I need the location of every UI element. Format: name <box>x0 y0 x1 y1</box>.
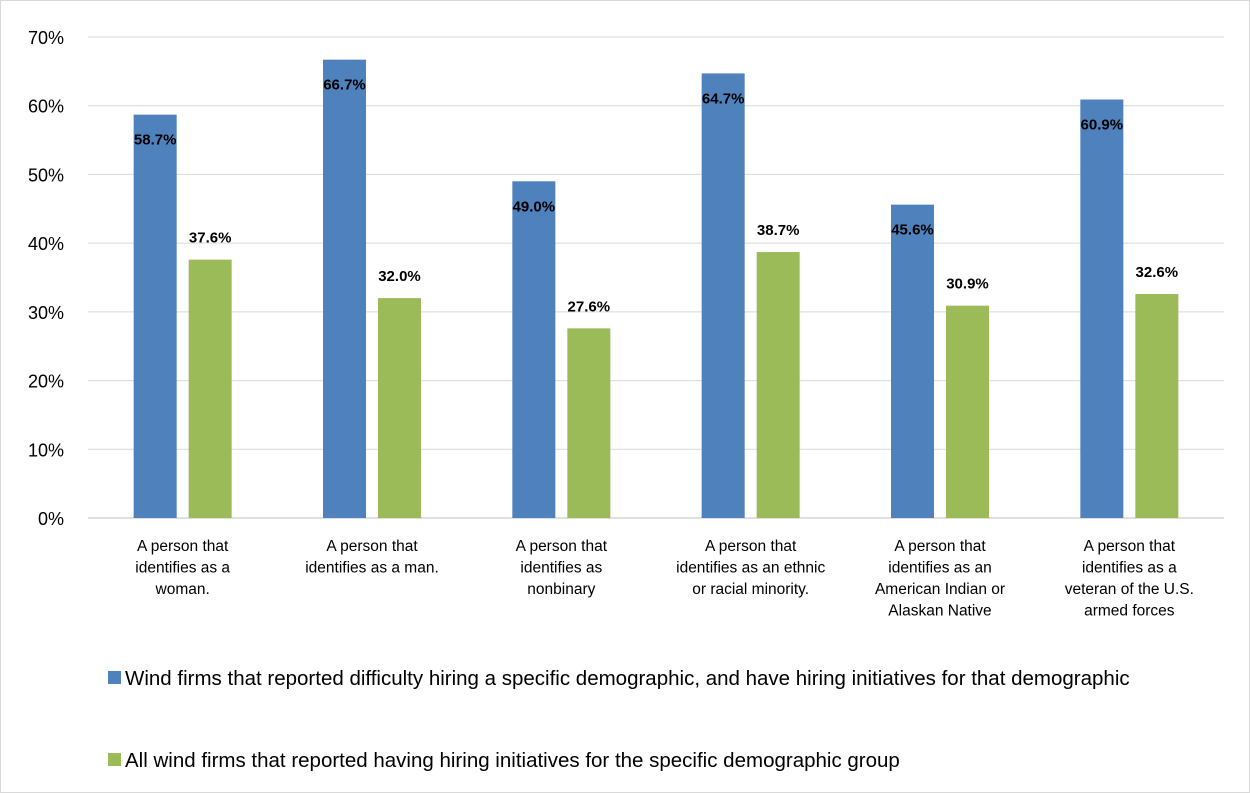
y-tick-label: 30% <box>28 303 64 323</box>
data-label-series-1: 64.7% <box>702 90 745 107</box>
data-label-series-2: 32.0% <box>378 268 421 285</box>
data-label-series-1: 60.9% <box>1081 117 1124 134</box>
legend-swatch-2 <box>108 753 121 766</box>
bar-series-2 <box>378 298 421 518</box>
data-label-series-1: 49.0% <box>513 198 556 215</box>
y-tick-label: 10% <box>28 440 64 460</box>
bar-series-1 <box>1080 99 1124 518</box>
category-labels: A person that identifies as a woman.A pers… <box>135 538 1194 620</box>
bar-series-1 <box>701 73 745 518</box>
category-label: A person that identifies as a woman. <box>135 538 230 598</box>
legend-swatch-1 <box>108 671 121 684</box>
bar-series-2 <box>1135 293 1179 518</box>
category-label: A person that identifies as an ethnic or r… <box>676 538 825 598</box>
data-label-series-2: 27.6% <box>568 298 611 315</box>
y-tick-label: 20% <box>28 372 64 392</box>
category-label-line: A person that <box>705 538 797 555</box>
y-tick-label: 70% <box>28 28 64 48</box>
category-label-line: A person that <box>326 538 418 555</box>
category-label-line: A person that <box>516 538 608 555</box>
category-label-line: A person that <box>894 538 986 555</box>
category-label-line: or racial minority. <box>692 581 809 598</box>
bar-chart: 0% 10% 20% 30% 40% 50% 60% 70% 58.7% 37.6% 66.7% 3… <box>28 28 1224 620</box>
category-label: A person that identifies as a veteran of t… <box>1065 538 1194 620</box>
category-label-line: nonbinary <box>527 581 595 598</box>
y-tick-label: 40% <box>28 234 64 254</box>
data-label-series-2: 32.6% <box>1136 264 1179 281</box>
data-label-series-1: 66.7% <box>323 77 366 94</box>
y-axis-ticks: 0% 10% 20% 30% 40% 50% 60% 70% <box>28 28 64 529</box>
category-label-line: armed forces <box>1084 603 1175 620</box>
category-label-line: identifies as a <box>1082 560 1177 577</box>
category-label-line: veteran of the U.S. <box>1065 581 1194 598</box>
legend-label-2: All wind firms that reported having hiri… <box>125 749 900 772</box>
y-tick-label: 60% <box>28 97 64 117</box>
category-label-line: woman. <box>155 581 210 598</box>
category-label-line: identifies as <box>520 560 602 577</box>
legend-entry-2: All wind firms that reported having hiri… <box>108 745 1208 777</box>
category-label-line: American Indian or <box>875 581 1005 598</box>
bar-series-1 <box>891 204 934 519</box>
data-label-series-1: 58.7% <box>134 132 177 149</box>
bar-series-1 <box>133 114 177 518</box>
category-label-line: identifies as a <box>135 560 230 577</box>
category-label-line: A person that <box>1084 538 1176 555</box>
bar-series-1 <box>512 181 556 519</box>
data-label-series-1: 45.6% <box>891 222 934 239</box>
category-label: A person that identifies as an American In… <box>875 538 1005 620</box>
category-label: A person that identifies as a man. <box>305 538 439 577</box>
bar-series-2 <box>567 328 611 518</box>
legend-label-1: Wind firms that reported difficulty hiri… <box>125 667 1130 690</box>
category-label-line: identifies as an ethnic <box>676 560 825 577</box>
data-label-series-2: 37.6% <box>189 230 232 247</box>
category-label-line: Alaskan Native <box>888 603 991 620</box>
data-label-series-2: 30.9% <box>946 276 989 293</box>
category-label-line: A person that <box>137 538 229 555</box>
category-label: A person that identifies as nonbinary <box>516 538 608 598</box>
legend-entry-1: Wind firms that reported difficulty hiri… <box>108 663 1208 695</box>
bar-series-2 <box>756 252 800 518</box>
data-labels: 58.7% 37.6% 66.7% 32.0% 49.0% 27.6% 64.7% 38.7%… <box>134 77 1178 316</box>
y-tick-label: 0% <box>38 509 64 529</box>
y-tick-label: 50% <box>28 165 64 185</box>
bars <box>133 59 1179 519</box>
bar-series-1 <box>323 59 366 518</box>
bar-series-2 <box>188 259 232 518</box>
category-label-line: identifies as an <box>888 560 991 577</box>
category-label-line: identifies as a man. <box>305 560 439 577</box>
bar-series-2 <box>946 305 989 518</box>
data-label-series-2: 38.7% <box>757 222 800 239</box>
gridlines <box>88 36 1224 519</box>
